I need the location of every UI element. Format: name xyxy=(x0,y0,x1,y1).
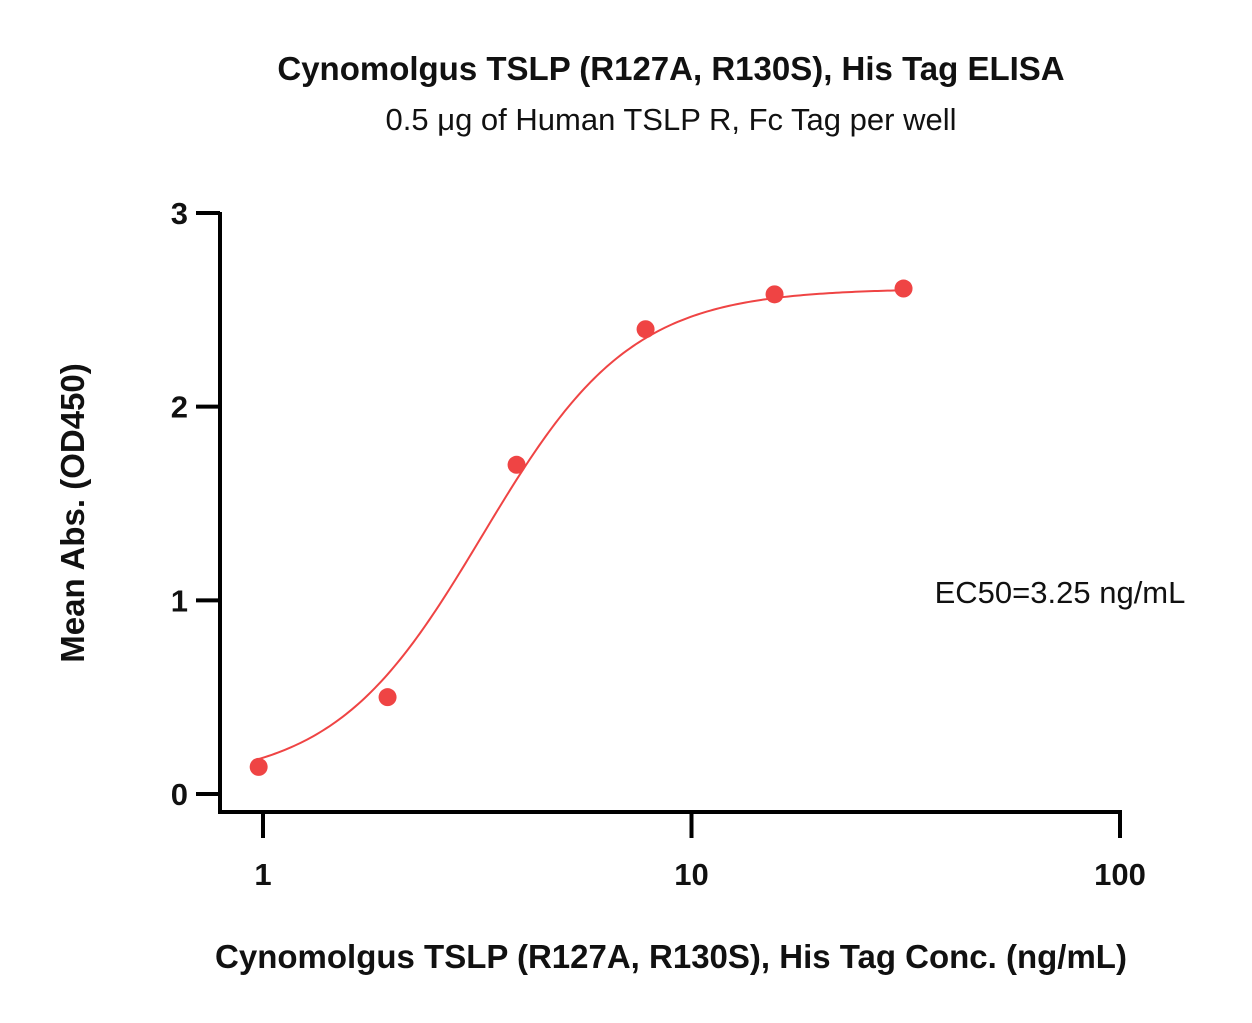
data-points xyxy=(249,279,913,776)
chart-title: Cynomolgus TSLP (R127A, R130S), His Tag … xyxy=(277,50,1064,87)
x-axis-label: Cynomolgus TSLP (R127A, R130S), His Tag … xyxy=(215,938,1127,975)
data-point xyxy=(765,285,784,304)
axes xyxy=(218,212,1122,814)
y-tick-label: 1 xyxy=(171,583,188,618)
x-tick-label: 10 xyxy=(674,857,708,892)
y-axis-label: Mean Abs. (OD450) xyxy=(54,363,91,663)
x-tick-label: 1 xyxy=(254,857,271,892)
data-point xyxy=(378,688,397,707)
chart-subtitle: 0.5 μg of Human TSLP R, Fc Tag per well xyxy=(386,102,957,137)
ec50-annotation: EC50=3.25 ng/mL xyxy=(935,575,1186,610)
x-tick-label: 100 xyxy=(1094,857,1146,892)
y-tick-label: 2 xyxy=(171,390,188,425)
fit-curve xyxy=(258,289,904,761)
ticks: 0 1 2 3 1 10 100 xyxy=(171,196,1146,892)
data-point xyxy=(894,279,913,298)
fit-curve-group xyxy=(258,289,904,761)
y-tick-label: 0 xyxy=(171,777,188,812)
data-point xyxy=(636,320,655,339)
y-tick-label: 3 xyxy=(171,196,188,231)
data-point xyxy=(507,455,526,474)
data-point xyxy=(249,757,268,776)
